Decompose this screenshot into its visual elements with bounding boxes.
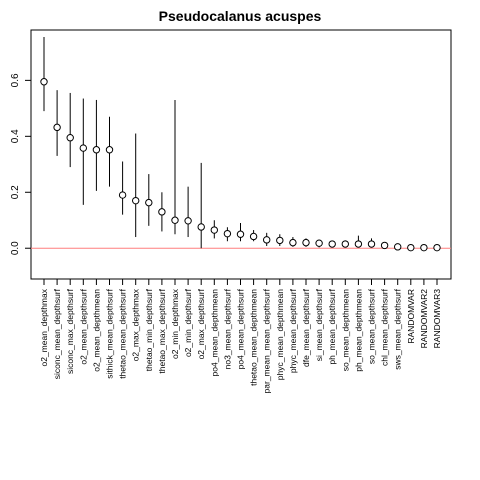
- data-point: [92, 146, 101, 154]
- data-point: [79, 144, 88, 152]
- category-label: RANDOMVAR2: [419, 289, 429, 349]
- data-point: [132, 196, 140, 205]
- data-point: [158, 208, 166, 216]
- data-point: [197, 223, 205, 231]
- category-label: o2_max_depthmax: [131, 288, 141, 361]
- data-point: [263, 236, 271, 244]
- category-label: o2_mean_depthmean: [91, 289, 101, 372]
- category-label: no3_mean_depthsurf: [222, 288, 232, 369]
- data-point: [236, 230, 245, 238]
- y-axis: 0.0 0.2 0.4 0.6: [10, 73, 31, 255]
- data-point: [53, 123, 61, 132]
- data-point: [145, 198, 153, 207]
- category-label: po4_mean_depthmean: [209, 289, 219, 377]
- category-label: so_mean_depthmean: [340, 289, 350, 372]
- category-label: o2_min_depthsurf: [183, 288, 193, 357]
- category-label: thetao_min_depthsurf: [144, 288, 154, 371]
- category-label: o2_min_depthmax: [170, 288, 180, 359]
- category-label: so_mean_depthsurf: [367, 288, 377, 364]
- category-label: chl_mean_depthsurf: [380, 288, 390, 366]
- data-point: [380, 241, 389, 250]
- category-label: ph_mean_depthsurf: [327, 288, 337, 364]
- category-label: ph_mean_depthmean: [353, 289, 363, 372]
- category-label: RANDOMVAR: [406, 289, 416, 344]
- y-tick-label: 0.6: [10, 73, 21, 87]
- data-point: [394, 243, 402, 251]
- data-point: [276, 236, 284, 245]
- data-point: [171, 216, 179, 224]
- plot-frame: [30, 29, 452, 280]
- category-label: par_mean_mean_depthsurf: [262, 288, 272, 393]
- data-point: [354, 240, 363, 248]
- points-group: [40, 78, 441, 252]
- data-point: [184, 217, 192, 225]
- category-label: sws_mean_depthsurf: [393, 288, 403, 369]
- category-label: thetao_mean_depthsurf: [118, 288, 128, 378]
- data-point: [328, 240, 336, 248]
- category-label: phyc_mean_depthsurf: [288, 288, 298, 373]
- data-point: [105, 146, 114, 154]
- category-label: thetao_mean_depthmean: [249, 289, 259, 386]
- category-label: si_mean_depthsurf: [314, 288, 324, 361]
- chart-title: Pseudocalanus acuspes: [159, 8, 322, 24]
- y-tick-label: 0.4: [10, 129, 21, 143]
- category-label: RANDOMVAR3: [432, 289, 442, 349]
- category-label: phyc_mean_depthmean: [275, 289, 285, 380]
- data-point: [315, 239, 323, 247]
- category-label: siconc_mean_depthsurf: [52, 288, 62, 379]
- y-tick-label: 0.2: [10, 185, 21, 199]
- category-label: thetao_max_depthsurf: [157, 288, 167, 373]
- category-label: dfe_mean_depthsurf: [301, 288, 311, 367]
- data-point: [210, 226, 219, 234]
- data-point: [40, 78, 48, 86]
- data-point: [367, 240, 376, 248]
- data-point: [66, 134, 74, 142]
- data-point: [341, 240, 349, 248]
- category-label: po4_mean_depthsurf: [236, 288, 246, 369]
- data-point: [407, 243, 415, 252]
- data-point: [433, 243, 441, 252]
- category-label: o2_mean_depthmax: [39, 288, 49, 366]
- category-label: o2_max_depthsurf: [196, 288, 206, 359]
- error-bars-group: [43, 36, 438, 249]
- category-label: o2_mean_depthsurf: [78, 288, 88, 364]
- x-axis: o2_mean_depthmax siconc_mean_depthsurf sic…: [39, 279, 442, 393]
- category-label: siconc_max_depthsurf: [65, 288, 75, 374]
- data-point: [420, 243, 428, 252]
- data-point: [302, 238, 310, 247]
- category-label: sithick_mean_depthsurf: [105, 288, 115, 378]
- data-point: [249, 232, 258, 241]
- data-point: [118, 191, 127, 199]
- y-tick-label: 0.0: [10, 241, 21, 255]
- data-point: [223, 229, 232, 238]
- data-point: [289, 238, 297, 247]
